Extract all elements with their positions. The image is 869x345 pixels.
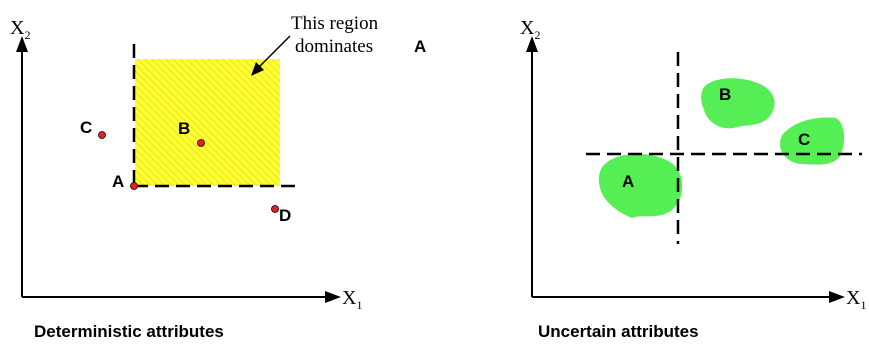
- x-axis-right-arrowhead: [829, 291, 845, 303]
- x-axis-label-right: X1: [846, 287, 866, 312]
- y-axis-arrowhead: [16, 36, 28, 52]
- point-d: [271, 205, 279, 213]
- point-d-label: D: [279, 206, 291, 225]
- annotation-line2: dominates: [295, 36, 373, 57]
- point-a: [130, 182, 138, 190]
- region-a-label: A: [622, 172, 634, 191]
- right-panel: X2 X1 A B C Uncertain attributes: [520, 17, 866, 341]
- x-axis-label: X1: [342, 287, 362, 312]
- point-a-label: A: [112, 172, 124, 191]
- region-b-label: B: [719, 85, 731, 104]
- left-panel: X2 X1 A B C D This region dominates A De…: [10, 13, 426, 341]
- uncertain-region-a: [598, 153, 683, 218]
- point-c-label: C: [80, 118, 92, 137]
- point-c: [98, 131, 106, 139]
- dominating-region: [135, 59, 280, 186]
- y-axis-right-arrowhead: [526, 36, 538, 52]
- annotation-target: A: [414, 37, 426, 56]
- point-b: [197, 139, 205, 147]
- annotation-arrowhead: [251, 62, 264, 76]
- annotation-line1: This region: [291, 13, 379, 34]
- x-axis-arrowhead: [325, 291, 341, 303]
- uncertain-region-c: [780, 117, 845, 165]
- uncertain-region-b: [701, 78, 775, 129]
- region-c-label: C: [798, 130, 810, 149]
- right-caption: Uncertain attributes: [538, 322, 699, 341]
- point-b-label: B: [178, 119, 190, 138]
- y-axis-label: X2: [10, 17, 30, 42]
- y-axis-label-right: X2: [520, 17, 540, 42]
- left-caption: Deterministic attributes: [34, 322, 224, 341]
